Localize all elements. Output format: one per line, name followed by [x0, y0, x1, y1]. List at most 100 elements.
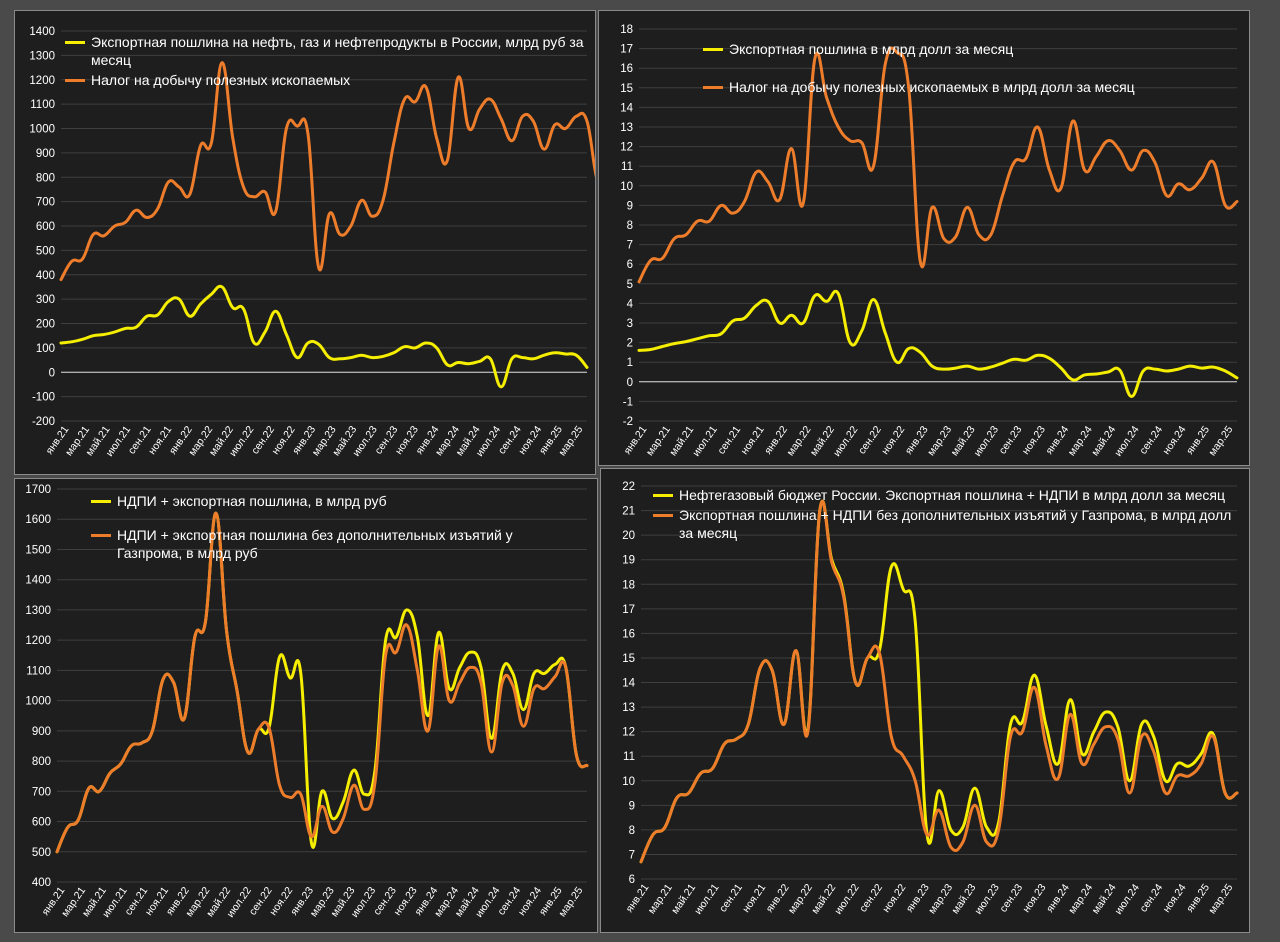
y-tick-label: 400	[32, 877, 51, 889]
y-tick-label: 14	[622, 678, 635, 690]
y-tick-label: 1200	[25, 635, 51, 647]
chart-panel-4: 6 7 8 9 10 11 12 13 14 15 16 17 18 19 20 21 22 янв.21 мар.…	[600, 468, 1250, 933]
x-tick-label: ноя.22	[880, 882, 908, 915]
x-tick-label: мар.25	[1206, 424, 1235, 458]
y-tick-label: 21	[622, 506, 635, 518]
y-tick-label: 19	[622, 555, 635, 567]
y-tick-label: 17	[622, 604, 635, 616]
y-tick-label: 6	[627, 259, 633, 271]
y-tick-label: 500	[32, 847, 51, 859]
x-tick-label: июл.23	[972, 424, 1002, 459]
y-tick-label: 1000	[29, 124, 55, 136]
y-tick-label: 11	[621, 161, 633, 173]
y-tick-label: 1300	[25, 605, 51, 617]
chart-2-plot: -2-10123456789101112131415161718янв.21ма…	[620, 24, 1239, 459]
y-tick-label: 300	[36, 294, 55, 306]
y-tick-label: 1500	[25, 544, 51, 556]
y-tick-label: 12	[622, 727, 635, 739]
y-tick-label: 18	[620, 24, 633, 36]
x-tick-label: сен.21	[715, 424, 743, 457]
y-tick-label: 20	[622, 530, 635, 542]
series-line-yellow	[59, 284, 589, 389]
y-tick-label: 1	[627, 357, 633, 369]
y-tick-label: -200	[32, 416, 55, 428]
x-tick-label: ноя.21	[740, 882, 768, 915]
y-tick-label: 3	[627, 318, 633, 330]
y-tick-label: 1700	[25, 484, 51, 496]
y-tick-label: 6	[629, 874, 635, 886]
y-tick-label: 900	[32, 726, 51, 738]
y-tick-label: 9	[629, 800, 635, 812]
y-tick-label: 1600	[25, 514, 51, 526]
y-tick-label: 700	[36, 197, 55, 209]
y-tick-label: 200	[36, 319, 55, 331]
series-line-yellow	[637, 289, 1239, 398]
y-tick-label: 1200	[29, 75, 55, 87]
y-tick-label: 10	[622, 776, 635, 788]
x-tick-label: ноя.24	[1160, 424, 1188, 457]
y-tick-label: 13	[620, 122, 633, 134]
y-tick-label: 900	[36, 148, 55, 160]
y-tick-label: 13	[622, 702, 635, 714]
y-tick-label: 800	[36, 172, 55, 184]
x-tick-label: мар.25	[1206, 882, 1235, 916]
series-line-orange	[55, 511, 589, 854]
chart-panel-2: -2 -1 0 1 2 3 4 5 6 7 8 9 10 11 12 13 14 15 16 17 18 янв.21 ма…	[598, 10, 1250, 466]
x-tick-label: ноя.22	[879, 424, 907, 457]
y-tick-label: 1400	[25, 575, 51, 587]
y-tick-label: 600	[36, 221, 55, 233]
series-line-orange	[639, 499, 1239, 864]
chart-panel-3: 400 500 600 700 800 900 1000 1100 1200 1300 1400 15…	[14, 478, 598, 933]
y-tick-label: 8	[629, 825, 635, 837]
series-line-orange	[59, 61, 595, 282]
x-tick-label: ноя.24	[1161, 882, 1189, 915]
x-tick-label: ноя.23	[1020, 882, 1048, 915]
x-tick-label: июл.21	[692, 882, 722, 917]
chart-panel-1: -200 -100 0 100 200 300 400 500 600 700 800 900 1000…	[14, 10, 596, 475]
chart-1-plot: -200 -100 0 100 200 300 400 500 600 700 800 900 1000…	[29, 26, 595, 459]
y-tick-label: 7	[627, 240, 633, 252]
y-tick-label: 16	[620, 63, 633, 75]
y-tick-label: 2	[627, 338, 633, 350]
x-tick-label: июл.22	[832, 882, 862, 917]
y-tick-label: -2	[623, 416, 633, 428]
y-tick-label: 15	[620, 83, 633, 95]
y-tick-label: 10	[620, 181, 633, 193]
y-tick-label: 16	[622, 628, 635, 640]
y-tick-label: 5	[627, 279, 633, 291]
x-tick-label: июл.21	[690, 424, 720, 459]
y-tick-label: -100	[32, 392, 55, 404]
y-tick-label: 22	[622, 481, 635, 493]
chart-4-plot: 678910111213141516171819202122янв.21мар.…	[622, 481, 1239, 917]
y-tick-label: 9	[627, 200, 633, 212]
y-tick-label: 4	[627, 298, 634, 310]
y-tick-label: 500	[36, 245, 55, 257]
y-tick-label: 17	[620, 44, 633, 56]
series-line-orange	[637, 46, 1239, 284]
y-tick-label: 800	[32, 756, 51, 768]
x-tick-label: июл.24	[1112, 424, 1142, 459]
x-tick-label: сен.22	[856, 424, 884, 457]
series-line-yellow	[639, 499, 1239, 864]
x-tick-label: июл.22	[831, 424, 861, 459]
x-tick-label: июл.23	[972, 882, 1002, 917]
y-tick-label: 18	[622, 579, 635, 591]
y-tick-label: 100	[36, 343, 55, 355]
chart-3-plot: 400 500 600 700 800 900 1000 1100 1200 1300 1400 15…	[25, 484, 589, 920]
y-tick-label: 0	[627, 377, 633, 389]
y-tick-label: -1	[623, 396, 633, 408]
y-tick-label: 1100	[30, 99, 55, 111]
x-tick-label: ноя.23	[1020, 424, 1048, 457]
y-tick-label: 12	[620, 142, 633, 154]
y-tick-label: 15	[622, 653, 635, 665]
y-tick-label: 7	[629, 849, 635, 861]
y-tick-label: 1100	[26, 665, 51, 677]
x-tick-label: июл.24	[1113, 882, 1143, 917]
x-tick-label: ноя.21	[739, 424, 767, 457]
y-tick-label: 11	[623, 751, 635, 763]
series-line-yellow	[55, 511, 589, 854]
y-tick-label: 1300	[29, 50, 55, 62]
y-tick-label: 14	[620, 102, 633, 114]
y-tick-label: 8	[627, 220, 633, 232]
y-tick-label: 400	[36, 270, 55, 282]
